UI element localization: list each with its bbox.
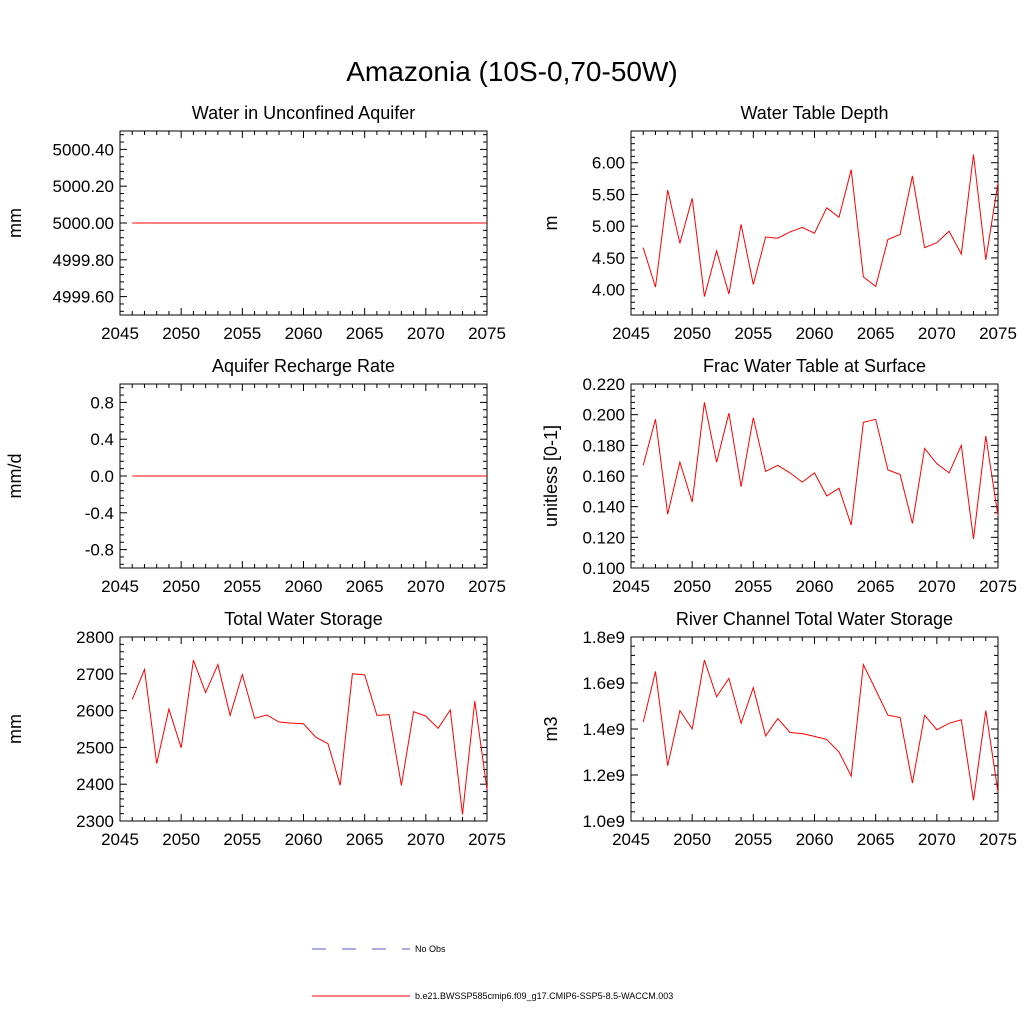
panel-4-frame [630,383,999,569]
panel-5-ytick-label: 2700 [76,665,114,684]
panel-5-ytick-label: 2800 [76,628,114,647]
panel-4-xtick-label: 2060 [796,577,834,596]
panel-2-series-line [642,154,999,297]
panel-4-xtick-label: 2065 [857,577,895,596]
panel-2-xtick-label: 2065 [857,324,895,343]
panel-2-ytick-label: 4.50 [592,249,625,268]
panel-3-ytick-label: 0.0 [90,467,114,486]
panel-5-ytick-label: 2500 [76,738,114,757]
panel-3-title: Aquifer Recharge Rate [212,356,395,376]
panel-6-ytick-label: 1.4e9 [582,720,625,739]
panel-4-ylabel: unitless [0-1] [541,425,561,527]
panel-4-ytick-label: 0.100 [582,559,625,578]
panel-1-ytick-label: 5000.40 [53,140,114,159]
legend-model-label: b.e21.BWSSP585cmip6.f09_g17.CMIP6-SSP5-8… [415,991,673,1001]
panel-6-xtick-label: 2060 [796,830,834,849]
panel-3-ylabel: mm/d [5,454,25,499]
panel-4-xtick-label: 2055 [734,577,772,596]
panel-5-xtick-label: 2075 [468,830,506,849]
panel-3-xtick-label: 2075 [468,577,506,596]
panel-5-xtick-label: 2070 [407,830,445,849]
panel-6-ytick-label: 1.0e9 [582,812,625,831]
panel-4-ytick-label: 0.140 [582,498,625,517]
panel-6-xtick-label: 2070 [918,830,956,849]
panel-6-xtick-label: 2045 [612,830,650,849]
panel-4-xtick-label: 2070 [918,577,956,596]
panel-2-ylabel: m [541,216,561,231]
panel-2-xtick-label: 2075 [979,324,1017,343]
panel-1-xtick-label: 2065 [346,324,384,343]
chart-main-title: Amazonia (10S-0,70-50W) [346,56,678,87]
panel-3-xtick-label: 2070 [407,577,445,596]
panel-5-series-line [131,660,488,815]
panel-2-xtick-label: 2045 [612,324,650,343]
panel-1-xtick-label: 2060 [285,324,323,343]
panel-4-ytick-label: 0.120 [582,528,625,547]
panel-5-xtick-label: 2050 [162,830,200,849]
panel-6-ytick-label: 1.8e9 [582,628,625,647]
panel-5-ylabel: mm [5,714,25,744]
panel-6-ytick-label: 1.2e9 [582,766,625,785]
panel-3-ytick-label: -0.8 [85,541,114,560]
panel-4-title: Frac Water Table at Surface [703,356,926,376]
panel-3-ytick-label: -0.4 [85,504,114,523]
panel-6-title: River Channel Total Water Storage [676,609,953,629]
panel-1-ytick-label: 5000.00 [53,214,114,233]
panel-5-xtick-label: 2055 [223,830,261,849]
panel-3-xtick-label: 2050 [162,577,200,596]
panel-3-ytick-label: 0.8 [90,393,114,412]
panel-1-xtick-label: 2050 [162,324,200,343]
panel-4-xtick-label: 2045 [612,577,650,596]
panel-6-xtick-label: 2075 [979,830,1017,849]
panel-2-ytick-label: 6.00 [592,154,625,173]
panel-3-xtick-label: 2045 [101,577,139,596]
panel-5-ytick-label: 2600 [76,702,114,721]
panel-1-xtick-label: 2070 [407,324,445,343]
panel-1-ytick-label: 4999.80 [53,251,114,270]
panel-4-series-line [642,402,999,539]
panel-5-ytick-label: 2300 [76,812,114,831]
panel-6-xtick-label: 2065 [857,830,895,849]
panel-1-ytick-label: 5000.20 [53,177,114,196]
panel-3-xtick-label: 2060 [285,577,323,596]
panel-4-ytick-label: 0.160 [582,467,625,486]
panel-2-xtick-label: 2055 [734,324,772,343]
panel-5-title: Total Water Storage [224,609,382,629]
panel-1-xtick-label: 2075 [468,324,506,343]
panel-2-ytick-label: 5.00 [592,217,625,236]
panel-6-ytick-label: 1.6e9 [582,674,625,693]
panel-3-ytick-label: 0.4 [90,430,114,449]
panel-6-xtick-label: 2050 [673,830,711,849]
panel-2-xtick-label: 2050 [673,324,711,343]
panel-5-ytick-label: 2400 [76,775,114,794]
panel-4-ytick-label: 0.220 [582,375,625,394]
panel-3-xtick-label: 2065 [346,577,384,596]
panel-1-ytick-label: 4999.60 [53,288,114,307]
panel-6-frame [630,636,999,822]
panel-2-xtick-label: 2060 [796,324,834,343]
panel-1-ylabel: mm [5,208,25,238]
panel-5-xtick-label: 2065 [346,830,384,849]
panel-6-ylabel: m3 [541,716,561,741]
panel-2-xtick-label: 2070 [918,324,956,343]
panel-4-ytick-label: 0.180 [582,436,625,455]
panel-5-xtick-label: 2045 [101,830,139,849]
panel-2-title: Water Table Depth [740,103,888,123]
panel-6-series-line [642,659,999,801]
panel-4-xtick-label: 2050 [673,577,711,596]
panel-6-xtick-label: 2055 [734,830,772,849]
panel-1-xtick-label: 2055 [223,324,261,343]
panel-4-ytick-label: 0.200 [582,406,625,425]
legend-obs-label: No Obs [415,944,446,954]
panel-2-ytick-label: 4.00 [592,281,625,300]
panel-1-xtick-label: 2045 [101,324,139,343]
panel-5-xtick-label: 2060 [285,830,323,849]
panel-1-title: Water in Unconfined Aquifer [192,103,415,123]
panel-4-xtick-label: 2075 [979,577,1017,596]
panel-3-xtick-label: 2055 [223,577,261,596]
panel-2-ytick-label: 5.50 [592,185,625,204]
panel-2-frame [630,130,999,316]
